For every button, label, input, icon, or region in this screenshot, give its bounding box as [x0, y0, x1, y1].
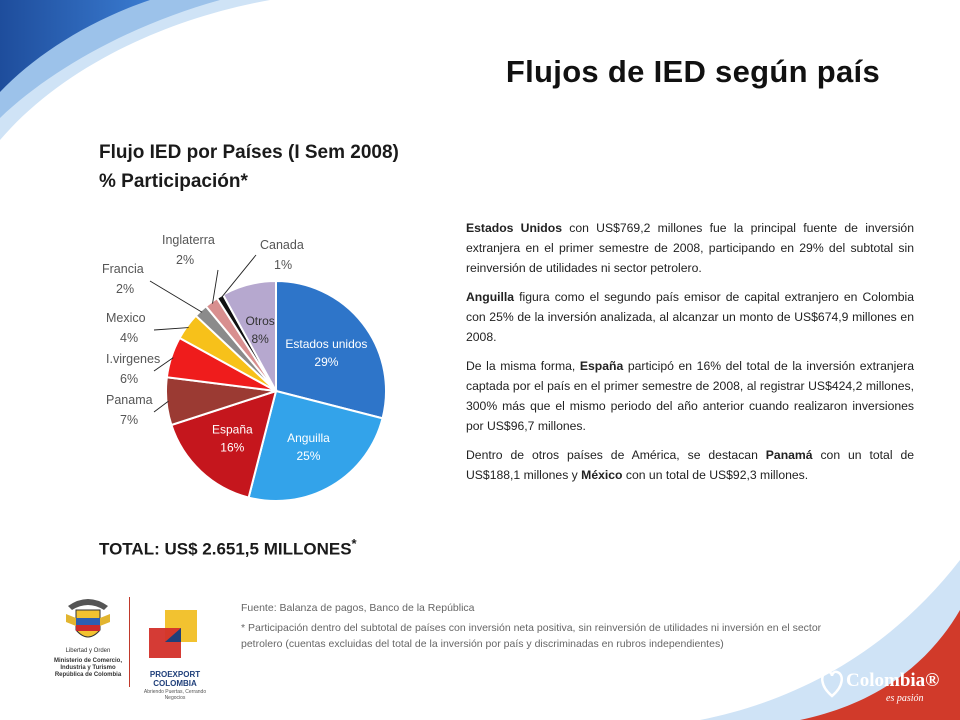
- total-footnote-mark: *: [351, 536, 357, 551]
- analysis-text: Estados Unidos con US$769,2 millones fue…: [466, 218, 914, 494]
- bold-estados-unidos: Estados Unidos: [466, 221, 562, 235]
- total-label: TOTAL: US$ 2.651,5 MILLONES: [99, 539, 352, 559]
- bold-panama: Panamá: [765, 448, 813, 462]
- slice-label-panama: Panama: [106, 393, 153, 407]
- paragraph-america: Dentro de otros países de América, se de…: [466, 445, 914, 485]
- slice-label-inglaterra: Inglaterra: [162, 233, 215, 247]
- chart-title: Flujo IED por Países (I Sem 2008): [99, 142, 399, 163]
- leader-line-i-virgenes: [153, 357, 174, 372]
- top-left-swoosh-dark: [0, 0, 150, 92]
- leader-line-francia: [149, 280, 203, 313]
- paragraph-estados-unidos: Estados Unidos con US$769,2 millones fue…: [466, 218, 914, 278]
- total-label-block: TOTAL: US$ 2.651,5 MILLONES*: [99, 536, 357, 560]
- slice-value-mexico: 4%: [120, 331, 138, 345]
- colombia-brand-tagline: es pasión: [886, 693, 924, 704]
- p2-text: figura como el segundo país emisor de ca…: [466, 290, 914, 344]
- slice-label-canada: Canada: [260, 238, 304, 252]
- chart-subtitle: % Participación*: [99, 171, 248, 192]
- leader-line-mexico: [153, 327, 189, 331]
- proexport-name: PROEXPORT COLOMBIA: [149, 670, 201, 688]
- slice-value-anguilla: 25%: [296, 449, 320, 463]
- footnotes: Fuente: Balanza de pagos, Banco de la Re…: [241, 600, 841, 652]
- pie-slice-otros: [221, 279, 277, 392]
- p4-text: con un total de US$92,3 millones.: [622, 468, 809, 482]
- pie-slice-anguilla: [247, 389, 384, 502]
- bold-espana: España: [579, 359, 624, 373]
- pie-chart: Estados unidos 29% Anguilla 25% España 16% Pan…: [102, 233, 387, 502]
- pie-slice-espana: [170, 389, 278, 499]
- bold-mexico: México: [581, 468, 623, 482]
- proexport-logo-icon: [149, 610, 197, 658]
- p4-mid: con un total de US$188,1 millones y: [466, 448, 914, 482]
- slice-value-espana: 16%: [220, 441, 244, 455]
- slice-label-anguilla: Anguilla: [287, 431, 330, 445]
- p4-pre: Dentro de otros países de América, se de…: [466, 448, 766, 462]
- mincit-motto: Libertad y Orden: [65, 648, 111, 654]
- mincit-name: Ministerio de Comercio, Industria y Turi…: [53, 658, 122, 678]
- p1-text: con US$769,2 millones fue la principal f…: [466, 221, 914, 275]
- slice-value-i-virgenes: 6%: [120, 372, 138, 386]
- slice-value-panama: 7%: [120, 413, 138, 427]
- slice-value-estados-unidos: 29%: [314, 355, 338, 369]
- leader-line-inglaterra: [212, 269, 219, 304]
- p3-pre: De la misma forma,: [466, 359, 580, 373]
- proexport-logo-text: PROEXPORT COLOMBIA Abriendo Puertas, Cer…: [140, 670, 210, 701]
- bold-anguilla: Anguilla: [466, 290, 515, 304]
- slice-value-inglaterra: 2%: [176, 253, 194, 267]
- mincit-logo-text: Libertad y Orden Ministerio de Comercio,…: [48, 648, 128, 679]
- chart-title-block: Flujo IED por Países (I Sem 2008) % Part…: [99, 138, 399, 196]
- slice-value-francia: 2%: [116, 282, 134, 296]
- leader-line-canada: [220, 254, 257, 299]
- proexport-tagline: Abriendo Puertas, Cerrando Negocios: [143, 689, 207, 701]
- source-note: Fuente: Balanza de pagos, Banco de la Re…: [241, 602, 475, 614]
- slice-label-mexico: Mexico: [106, 311, 146, 325]
- bottom-right-swoosh-light: [700, 560, 960, 720]
- slice-value-otros: 8%: [251, 332, 269, 346]
- slice-label-estados-unidos: Estados unidos: [285, 337, 367, 351]
- slice-label-francia: Francia: [102, 262, 144, 276]
- paragraph-espana: De la misma forma, España participó en 1…: [466, 356, 914, 436]
- leader-line-panama: [153, 400, 169, 413]
- page-title: Flujos de IED según país: [505, 54, 880, 89]
- participation-note: * Participación dentro del subtotal de p…: [241, 622, 822, 650]
- colombia-brand-logo: Colombia®: [846, 670, 940, 691]
- slice-value-canada: 1%: [274, 258, 292, 272]
- slice-label-otros: Otros: [245, 314, 274, 328]
- colombia-heart-icon: [821, 670, 843, 698]
- coat-of-arms-icon: [66, 599, 110, 638]
- footer-divider: [129, 597, 130, 687]
- paragraph-anguilla: Anguilla figura como el segundo país emi…: [466, 287, 914, 347]
- p3-text: participó en 16% del total de la inversi…: [466, 359, 914, 433]
- pie-slice-estados-unidos: [275, 279, 387, 420]
- slice-label-i-virgenes: I.virgenes: [106, 352, 160, 366]
- bottom-right-swoosh-red: [800, 610, 960, 720]
- slice-label-espana: España: [212, 423, 253, 437]
